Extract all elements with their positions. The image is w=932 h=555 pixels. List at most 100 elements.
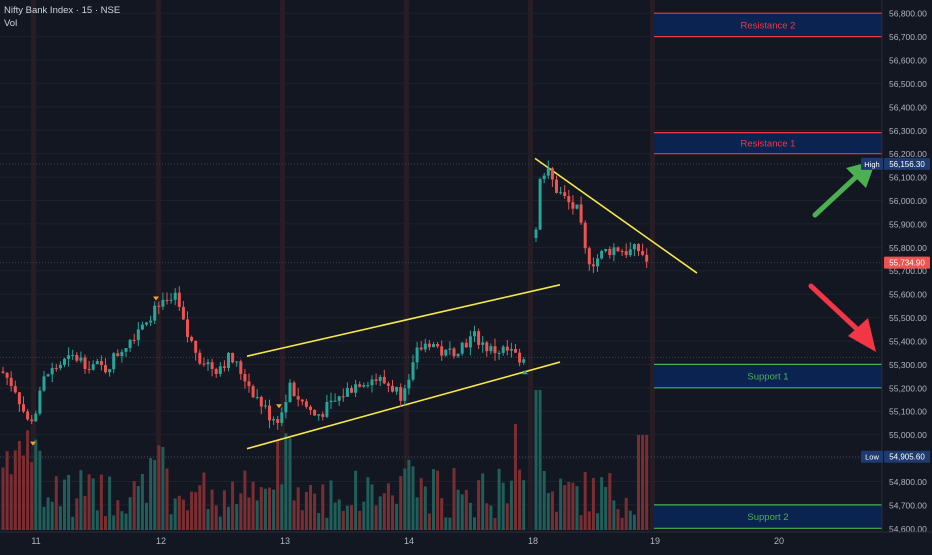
candle-body — [534, 229, 538, 238]
volume-bar — [132, 481, 136, 530]
session-separator — [156, 0, 161, 530]
candle-body — [124, 348, 128, 352]
volume-bar — [337, 499, 341, 530]
volume-bar — [452, 468, 456, 530]
time-tick-label: 13 — [280, 536, 290, 546]
candle-body — [313, 410, 317, 416]
volume-bar — [128, 497, 132, 530]
volume-bar — [468, 502, 472, 530]
candle-body — [17, 392, 21, 405]
volume-bar — [550, 491, 554, 530]
candle-body — [493, 346, 497, 353]
volume-bar — [116, 500, 120, 530]
volume-bar — [440, 498, 444, 530]
candle-body — [280, 412, 284, 423]
candle-body — [227, 352, 230, 368]
volume-bar — [616, 509, 620, 530]
volume-bar — [641, 435, 645, 530]
volume-bar — [255, 500, 259, 530]
candle-body — [341, 396, 345, 398]
volume-bar — [386, 483, 390, 530]
volume-bar — [231, 481, 235, 530]
candle-body — [112, 353, 116, 370]
volume-bar — [317, 513, 321, 530]
volume-bar — [91, 478, 95, 530]
volume-bar — [173, 498, 177, 530]
candle-body — [596, 258, 599, 267]
high-price-tag-value: 56,156.30 — [889, 160, 925, 169]
volume-bar — [587, 511, 591, 530]
volume-bar — [604, 486, 608, 530]
candle-body — [345, 388, 349, 397]
volume-bar — [38, 450, 42, 530]
candle-body — [173, 292, 177, 300]
price-tick-label: 54,700.00 — [889, 500, 927, 510]
descending-trendline[interactable] — [534, 157, 698, 274]
candle-body — [575, 204, 579, 209]
candle-body — [67, 355, 71, 359]
volume-bar — [190, 491, 194, 530]
candle-body — [243, 374, 247, 382]
candle-body — [87, 368, 91, 370]
channel-upper-line[interactable] — [246, 284, 561, 357]
chart-title: Nifty Bank Index · 15 · NSE — [4, 5, 121, 16]
candle-body — [522, 359, 526, 363]
volume-bar — [243, 470, 247, 530]
volume-bar — [534, 390, 538, 530]
volume-bar — [481, 473, 485, 530]
volume-bar — [444, 517, 448, 530]
candle-body — [501, 346, 505, 353]
candle-body — [202, 363, 206, 365]
candle-body — [116, 353, 120, 357]
candle-body — [190, 336, 194, 341]
volume-bar — [276, 440, 280, 530]
price-tick-label: 56,700.00 — [889, 32, 927, 42]
session-separator — [404, 0, 409, 530]
volume-bar — [514, 423, 517, 530]
candle-body — [231, 352, 235, 363]
candle-body — [136, 329, 140, 341]
volume-bar — [30, 462, 34, 530]
price-tick-label: 56,000.00 — [889, 196, 927, 206]
candle-body — [145, 322, 148, 325]
candle-body — [464, 342, 468, 348]
candle-body — [477, 331, 481, 345]
candle-body — [604, 248, 608, 251]
volume-bar — [218, 516, 222, 530]
candle-body — [292, 382, 296, 397]
price-tick-label: 55,800.00 — [889, 243, 927, 253]
candle-body — [571, 202, 575, 209]
volume-bar — [26, 430, 30, 530]
price-tick-label: 55,400.00 — [889, 336, 927, 346]
candle-body — [628, 249, 632, 256]
candle-body — [485, 342, 489, 352]
price-tick-label: 56,400.00 — [889, 102, 927, 112]
volume-bar — [17, 440, 21, 530]
candle-body — [251, 386, 255, 398]
resistance-zone — [654, 13, 882, 37]
session-separator — [31, 0, 36, 530]
candle-body — [99, 361, 103, 366]
volume-bar — [165, 468, 169, 530]
volume-bar — [222, 490, 226, 530]
candle-body — [83, 357, 87, 369]
channel-lower-line[interactable] — [246, 361, 561, 450]
candle-body — [276, 419, 280, 423]
candle-body — [169, 299, 173, 301]
volume-bar — [333, 502, 337, 530]
candle-body — [263, 405, 267, 407]
candle-body — [255, 396, 259, 398]
volume-bar — [460, 494, 464, 530]
candle-body — [58, 364, 62, 369]
candle-body — [161, 299, 165, 307]
volume-bar — [235, 504, 239, 530]
volume-bar — [477, 480, 481, 530]
volume-bar — [153, 460, 157, 530]
volume-bar — [358, 510, 362, 530]
candle-body — [362, 385, 366, 387]
volume-bar — [448, 517, 452, 530]
candle-body — [378, 376, 382, 381]
volume-bar — [272, 489, 276, 530]
